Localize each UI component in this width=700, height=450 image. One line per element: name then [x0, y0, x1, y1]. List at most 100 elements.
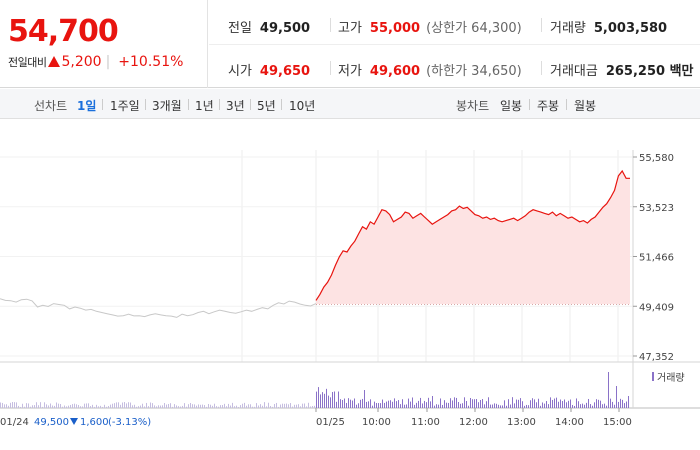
volume-bar	[396, 401, 397, 408]
volume-bar	[300, 406, 301, 408]
volume-bar	[562, 401, 563, 408]
tab-monthly-candle[interactable]: 월봉	[574, 99, 597, 113]
volume-bar	[184, 403, 185, 408]
volume-bar	[176, 405, 177, 408]
volume-bar	[592, 405, 593, 408]
volume-bar	[54, 405, 55, 408]
volume-bar	[490, 404, 491, 408]
volume-bar	[126, 403, 127, 408]
volume-bar	[86, 403, 87, 408]
volume-bar	[554, 398, 555, 408]
volume-bar	[410, 401, 411, 408]
volume-bar	[66, 406, 67, 408]
volume-bar	[502, 405, 503, 408]
volume-bar	[616, 386, 617, 408]
volume-bar	[164, 403, 165, 408]
volume-bar	[178, 406, 179, 408]
volume-bar	[552, 399, 553, 408]
volume-bar	[378, 403, 379, 408]
volume-bar	[526, 404, 527, 408]
volume-bar	[436, 404, 437, 408]
volume-bar	[478, 402, 479, 408]
volume-bar	[560, 399, 561, 408]
volume-bar	[308, 402, 309, 408]
volume-bar	[208, 403, 209, 408]
volume-bar	[38, 405, 39, 408]
tab-1day[interactable]: 1일	[77, 99, 97, 113]
volume-bar	[196, 405, 197, 408]
volume-bar	[336, 401, 337, 408]
volume-bar	[480, 400, 481, 408]
stat-amount: 거래대금 265,250 백만	[550, 64, 694, 79]
volume-bar	[276, 402, 277, 408]
candle-chart-label: 봉차트	[456, 99, 490, 113]
volume-bar	[120, 404, 121, 408]
volume-bar	[192, 404, 193, 408]
volume-bar	[316, 391, 317, 408]
volume-bar	[134, 404, 135, 408]
volume-bar	[442, 404, 443, 408]
volume-bar	[542, 402, 543, 408]
volume-bar	[8, 405, 9, 408]
volume-bar	[206, 406, 207, 408]
volume-bar	[146, 402, 147, 408]
volume-bar	[412, 397, 413, 408]
volume-bar	[556, 397, 557, 408]
tab-5year[interactable]: 5년	[257, 99, 276, 113]
tab-1year[interactable]: 1년	[195, 99, 214, 113]
volume-bar	[326, 388, 327, 408]
volume-bar	[324, 393, 325, 408]
stat-open: 시가 49,650	[228, 64, 311, 79]
volume-bar	[340, 399, 341, 408]
volume-legend-label: 거래량	[657, 372, 685, 384]
volume-bar	[386, 401, 387, 408]
volume-bar	[382, 399, 383, 408]
tab-daily-candle[interactable]: 일봉	[500, 99, 523, 113]
volume-bar	[260, 404, 261, 408]
volume-bar	[622, 399, 623, 408]
volume-bar	[224, 403, 225, 408]
volume-bar	[440, 398, 441, 408]
tab-3year[interactable]: 3년	[226, 99, 245, 113]
volume-bar	[244, 402, 245, 408]
volume-bar	[332, 391, 333, 408]
tab-10year[interactable]: 10년	[289, 99, 316, 113]
volume-bar	[358, 403, 359, 408]
volume-bar	[140, 405, 141, 408]
volume-bar	[268, 402, 269, 408]
volume-bar	[368, 401, 369, 408]
volume-bar	[530, 400, 531, 408]
volume-bar	[222, 405, 223, 408]
tab-3month[interactable]: 3개월	[152, 99, 182, 113]
volume-bar	[450, 398, 451, 408]
tab-weekly-candle[interactable]: 주봉	[537, 99, 560, 113]
tab-1week[interactable]: 1주일	[110, 99, 140, 113]
quote-header: 54,700 전일대비 5,200 | +10.51% 전일 49,500 고가 55,0…	[0, 0, 700, 88]
volume-bar	[374, 401, 375, 408]
volume-bar	[474, 399, 475, 408]
volume-bar	[0, 402, 1, 408]
volume-bar	[72, 404, 73, 408]
volume-bar	[550, 397, 551, 408]
volume-bar	[398, 400, 399, 408]
volume-bar	[274, 404, 275, 408]
volume-bar	[342, 399, 343, 408]
today-line	[315, 169, 630, 301]
volume-bar	[362, 398, 363, 408]
prev-day-percent: (-3.13%)	[108, 417, 151, 428]
volume-bar	[610, 398, 611, 408]
volume-bar	[122, 402, 123, 408]
x-tick-label: 01/25	[316, 417, 345, 428]
volume-bar	[168, 403, 169, 408]
volume-bar	[570, 399, 571, 408]
line-chart-label: 선차트	[34, 99, 68, 113]
volume-bar	[138, 406, 139, 408]
volume-bar	[414, 404, 415, 408]
volume-bar	[60, 404, 61, 408]
volume-bar	[404, 404, 405, 408]
stat-prev-close: 전일 49,500	[228, 21, 311, 36]
volume-bar	[618, 401, 619, 408]
volume-bar	[148, 406, 149, 408]
volume-bar	[330, 397, 331, 408]
volume-bar	[344, 398, 345, 408]
